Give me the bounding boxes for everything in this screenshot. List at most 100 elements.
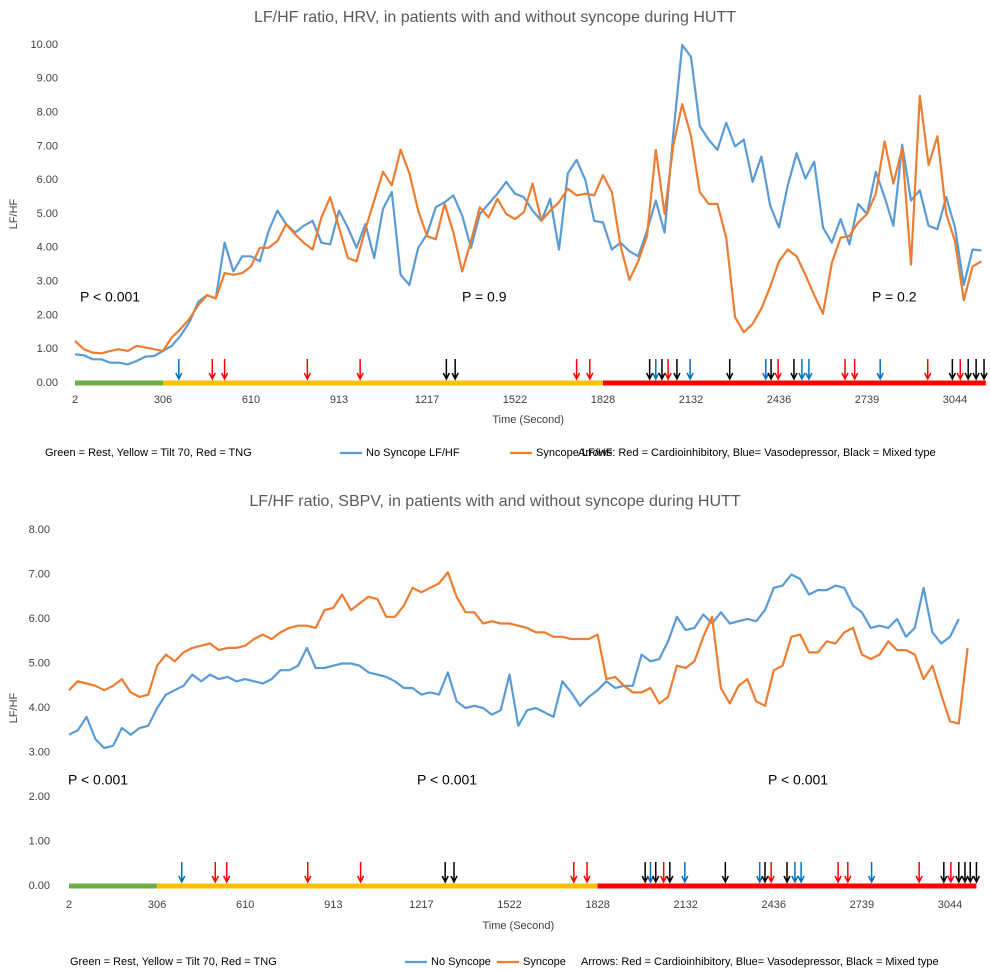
legend-label: No Syncope LF/HF [366,447,460,459]
y-tick-label: 0.00 [37,377,58,389]
x-tick-label: 2 [66,899,72,911]
y-tick-label: 8.00 [37,107,58,119]
event-arrow [442,359,451,381]
chart: LF/HF ratio, HRV, in patients with and w… [8,9,988,459]
event-arrow [208,359,216,381]
y-tick-label: 3.00 [37,276,58,288]
event-arrow [876,359,884,381]
x-tick-label: 913 [324,899,342,911]
event-arrow [924,359,932,381]
event-arrow [948,359,957,381]
event-arrow [356,862,365,884]
event-arrow [441,862,449,884]
series-line [74,43,982,366]
event-arrow [790,359,798,381]
event-arrow [761,862,769,884]
x-tick-label: 2 [72,394,78,406]
event-arrow [798,359,806,381]
event-arrow [658,359,666,381]
event-arrow [450,862,458,884]
event-arrow [966,862,974,884]
series-line [74,94,982,355]
x-tick-label: 2436 [762,899,786,911]
x-tick-label: 610 [242,394,260,406]
p-value: P < 0.001 [768,772,828,788]
y-tick-label: 5.00 [29,657,50,669]
event-arrow [178,862,186,884]
x-tick-label: 2132 [679,394,703,406]
x-tick-label: 306 [154,394,172,406]
event-arrow [947,862,955,884]
event-arrow [223,862,231,884]
x-tick-label: 2739 [855,394,879,406]
event-arrow [915,862,923,884]
event-arrow [762,359,770,381]
event-arrow [956,359,964,381]
phase-legend: Green = Rest, Yellow = Tilt 70, Red = TN… [45,447,252,459]
y-tick-label: 6.00 [29,613,50,625]
y-tick-label: 0.00 [29,880,50,892]
legend-label: No Syncope [431,956,491,968]
event-arrow [972,359,980,381]
event-arrow [451,359,459,381]
y-tick-label: 4.00 [37,242,58,254]
chart: LF/HF ratio, SBPV, in patients with and … [8,493,981,968]
y-tick-label: 2.00 [29,791,50,803]
series-line [68,571,969,725]
x-axis-title: Time (Second) [492,414,564,426]
event-arrow [844,862,852,884]
event-arrow [851,359,859,381]
event-arrow [972,862,981,884]
series-line [68,573,960,750]
event-arrow [666,862,674,884]
x-tick-label: 1522 [503,394,527,406]
event-arrow [175,359,183,381]
y-tick-label: 3.00 [29,746,50,758]
event-arrow [805,359,813,381]
event-arrow [681,862,689,884]
event-arrow [797,862,805,884]
event-arrow [220,359,229,381]
x-tick-label: 1522 [497,899,521,911]
event-arrow [767,862,775,884]
p-value: P = 0.2 [872,289,917,305]
x-tick-label: 306 [148,899,166,911]
event-arrow [686,359,694,381]
x-tick-label: 1217 [409,899,433,911]
x-tick-label: 610 [236,899,254,911]
x-tick-label: 2739 [850,899,874,911]
legend-label: Syncope LF/HF [536,447,613,459]
event-arrow [867,862,876,884]
y-tick-label: 4.00 [29,702,50,714]
event-arrow [583,862,591,884]
event-arrow [756,862,764,884]
event-arrow [721,862,730,884]
event-arrow [570,862,578,884]
event-arrow [646,862,655,884]
event-arrow [660,862,668,884]
x-tick-label: 2132 [673,899,697,911]
p-value: P < 0.001 [68,772,128,788]
p-value: P < 0.001 [417,772,477,788]
event-arrow [940,862,948,884]
x-axis-title: Time (Second) [482,920,554,932]
event-arrow [964,359,972,381]
chart-title: LF/HF ratio, HRV, in patients with and w… [254,9,736,26]
event-arrow [834,862,842,884]
event-arrow [211,862,219,884]
x-tick-label: 3044 [938,899,962,911]
event-arrow [726,359,734,381]
event-arrow [641,862,649,884]
event-arrow [304,862,312,884]
event-arrow [356,359,364,381]
y-tick-label: 6.00 [37,174,58,186]
x-tick-label: 1828 [585,899,609,911]
x-tick-label: 1217 [415,394,439,406]
phase-legend: Green = Rest, Yellow = Tilt 70, Red = TN… [70,956,277,968]
p-value: P = 0.9 [462,289,507,305]
event-arrow [961,862,969,884]
y-tick-label: 7.00 [29,568,50,580]
event-arrow [791,862,799,884]
y-tick-label: 8.00 [29,524,50,536]
